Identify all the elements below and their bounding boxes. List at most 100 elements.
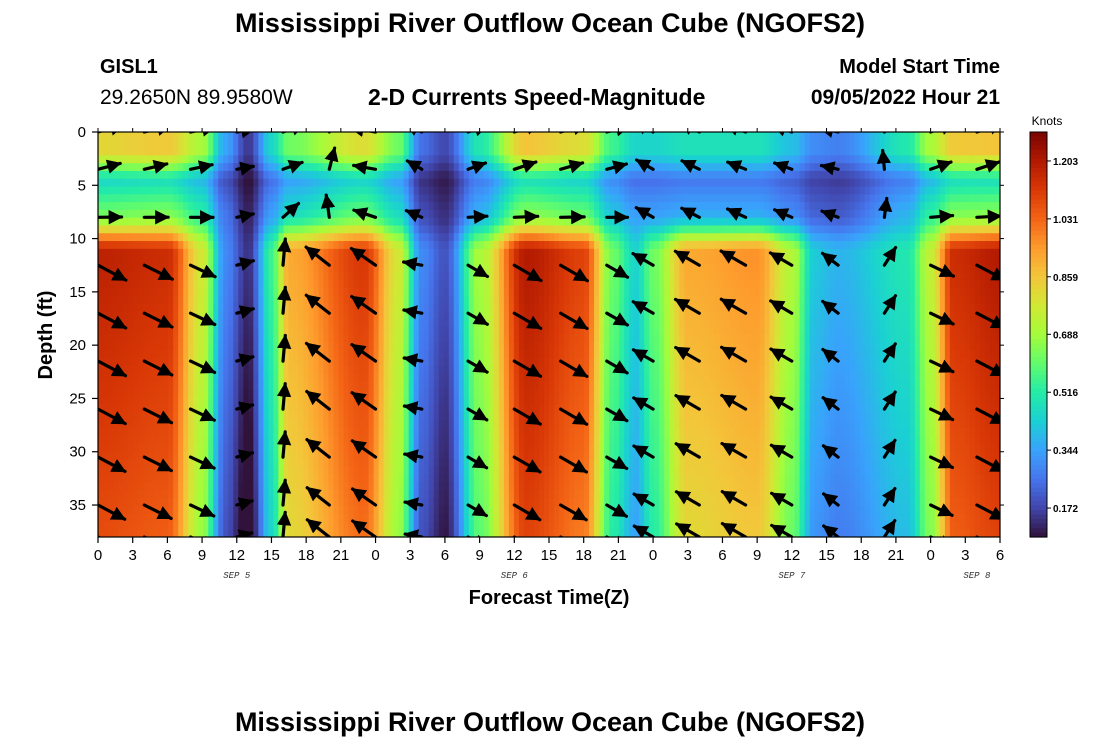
- heatmap-cell: [108, 482, 114, 491]
- heatmap-cell: [498, 427, 505, 437]
- heatmap-cell: [258, 311, 264, 320]
- heatmap-cell: [103, 350, 109, 359]
- heatmap-cell: [564, 202, 570, 211]
- heatmap-cell: [253, 225, 259, 234]
- heatmap-cell: [358, 474, 365, 484]
- heatmap-cell: [188, 132, 194, 141]
- heatmap-cell: [463, 443, 470, 452]
- heatmap-cell: [473, 435, 480, 445]
- heatmap-cell: [523, 389, 530, 398]
- heatmap-cell: [403, 396, 410, 406]
- heatmap-cell: [468, 334, 475, 343]
- heatmap-cell: [208, 155, 214, 164]
- heatmap-cell: [173, 303, 179, 312]
- heatmap-cell: [183, 256, 189, 266]
- heatmap-cell: [268, 241, 274, 250]
- heatmap-cell: [423, 466, 430, 476]
- heatmap-cell: [333, 474, 340, 484]
- heatmap-cell: [183, 482, 189, 491]
- heatmap-cell: [448, 373, 455, 382]
- heatmap-cell: [153, 225, 159, 234]
- heatmap-cell: [493, 233, 500, 242]
- heatmap-cell: [168, 373, 174, 382]
- heatmap-cell: [193, 466, 199, 476]
- heatmap-cell: [574, 256, 580, 266]
- heatmap-cell: [543, 443, 550, 452]
- heatmap-cell: [303, 365, 310, 375]
- heatmap-cell: [453, 412, 460, 421]
- heatmap-cell: [128, 513, 134, 523]
- heatmap-cell: [428, 233, 435, 242]
- heatmap-cell: [503, 342, 510, 351]
- heatmap-cell: [393, 295, 400, 304]
- heatmap-cell: [528, 202, 535, 211]
- heatmap-cell: [223, 264, 229, 273]
- heatmap-cell: [248, 241, 254, 250]
- heatmap-cell: [569, 357, 575, 367]
- heatmap-cell: [233, 365, 239, 375]
- heatmap-cell: [448, 357, 455, 367]
- heatmap-cell: [288, 521, 295, 530]
- heatmap-cell: [233, 389, 239, 398]
- heatmap-cell: [138, 132, 144, 141]
- heatmap-cell: [223, 505, 229, 515]
- heatmap-cell: [458, 435, 465, 445]
- heatmap-cell: [353, 186, 360, 195]
- heatmap-cell: [564, 435, 570, 445]
- heatmap-cell: [118, 350, 124, 359]
- heatmap-cell: [323, 295, 330, 304]
- heatmap-cell: [528, 132, 535, 141]
- heatmap-cell: [113, 186, 119, 195]
- heatmap-cell: [523, 529, 530, 537]
- heatmap-cell: [428, 396, 435, 406]
- heatmap-cell: [338, 350, 345, 359]
- heatmap-cell: [133, 357, 139, 367]
- heatmap-cell: [123, 396, 129, 406]
- heatmap-cell: [158, 233, 164, 242]
- heatmap-cell: [468, 318, 475, 328]
- heatmap-cell: [243, 279, 249, 289]
- heatmap-cell: [278, 498, 285, 507]
- heatmap-cell: [253, 365, 259, 375]
- heatmap-cell: [413, 389, 420, 398]
- heatmap-cell: [158, 381, 164, 390]
- heatmap-cell: [113, 342, 119, 351]
- heatmap-cell: [203, 498, 209, 507]
- heatmap-cell: [518, 209, 525, 219]
- heatmap-cell: [538, 132, 545, 141]
- heatmap-cell: [178, 202, 184, 211]
- heatmap-cell: [398, 217, 405, 227]
- heatmap-cell: [333, 248, 340, 258]
- heatmap-cell: [288, 357, 295, 367]
- heatmap-cell: [383, 186, 390, 195]
- heatmap-cell: [523, 420, 530, 429]
- heatmap-cell: [363, 318, 370, 328]
- heatmap-cell: [383, 248, 390, 258]
- heatmap-cell: [268, 318, 274, 328]
- heatmap-cell: [128, 334, 134, 343]
- heatmap-cell: [493, 209, 500, 219]
- heatmap-cell: [368, 311, 375, 320]
- heatmap-cell: [218, 209, 224, 219]
- heatmap-cell: [338, 233, 345, 242]
- heatmap-cell: [208, 178, 214, 188]
- heatmap-cell: [138, 186, 144, 195]
- heatmap-cell: [508, 389, 515, 398]
- heatmap-cell: [133, 505, 139, 515]
- heatmap-cell: [268, 217, 274, 227]
- heatmap-cell: [293, 279, 300, 289]
- heatmap-cell: [508, 490, 515, 499]
- heatmap-cell: [503, 202, 510, 211]
- heatmap-cell: [448, 490, 455, 499]
- heatmap-cell: [533, 202, 540, 211]
- heatmap-cell: [423, 474, 430, 484]
- heatmap-cell: [138, 202, 144, 211]
- heatmap-cell: [173, 241, 179, 250]
- heatmap-cell: [253, 334, 259, 343]
- heatmap-cell: [538, 194, 545, 203]
- heatmap-cell: [198, 420, 204, 429]
- heatmap-cell: [173, 178, 179, 188]
- heatmap-cell: [338, 194, 345, 203]
- heatmap-cell: [559, 155, 565, 164]
- heatmap-cell: [118, 241, 124, 250]
